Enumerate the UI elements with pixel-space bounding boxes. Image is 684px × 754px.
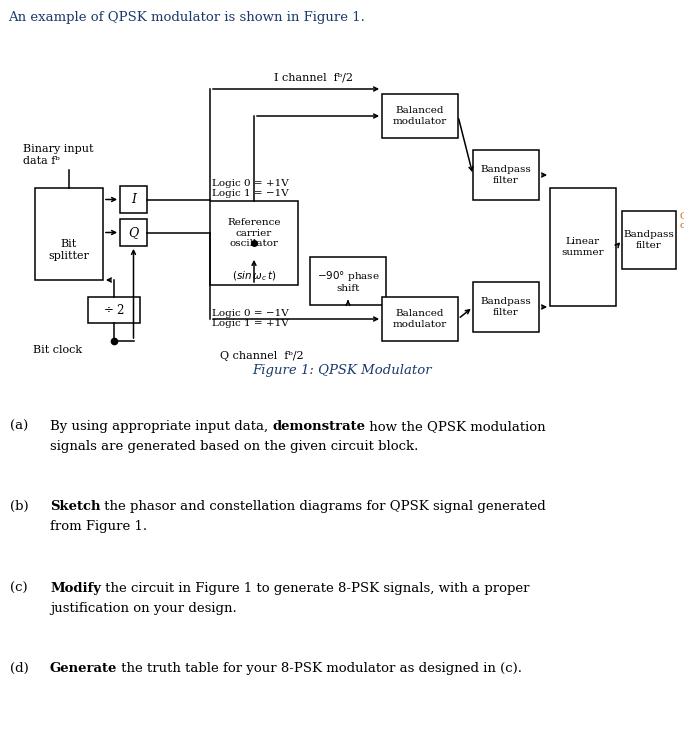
Text: demonstrate: demonstrate [272,420,365,433]
Text: $(sin\,\omega_c\,t)$: $(sin\,\omega_c\,t)$ [232,269,276,283]
Text: (c): (c) [10,582,27,595]
Text: (a): (a) [10,420,28,433]
Text: (b): (b) [10,500,29,513]
Text: Q channel  fᵇ/2: Q channel fᵇ/2 [220,351,304,361]
Text: Q: Q [129,226,139,239]
Text: Generate: Generate [50,662,118,675]
Text: Sketch: Sketch [50,500,101,513]
Text: from Figure 1.: from Figure 1. [50,520,147,533]
Text: An example of QPSK modulator is shown in Figure 1.: An example of QPSK modulator is shown in… [8,11,365,24]
Bar [473,150,539,200]
Text: $\div$ 2: $\div$ 2 [103,303,125,317]
Text: how the QPSK modulation: how the QPSK modulation [365,420,546,433]
Bar [473,282,539,332]
Text: QPSK
output: QPSK output [680,210,684,230]
Bar [382,94,458,138]
Text: Bandpass
filter: Bandpass filter [481,297,531,317]
Text: Logic 0 = −1V
Logic 1 = +1V: Logic 0 = −1V Logic 1 = +1V [212,309,289,329]
Text: Linear
summer: Linear summer [562,238,604,256]
Text: Figure 1: QPSK Modulator: Figure 1: QPSK Modulator [252,364,432,377]
Bar [210,201,298,285]
Text: Logic 0 = +1V
Logic 1 = −1V: Logic 0 = +1V Logic 1 = −1V [212,179,289,198]
Bar [120,186,147,213]
Text: I channel  fᵇ/2: I channel fᵇ/2 [274,72,353,82]
Bar [622,211,676,269]
Text: Bit
splitter: Bit splitter [49,239,90,261]
Text: signals are generated based on the given circuit block.: signals are generated based on the given… [50,440,419,453]
Text: Reference
carrier
oscillator: Reference carrier oscillator [227,218,280,248]
Bar [35,188,103,280]
Text: By using appropriate input data,: By using appropriate input data, [50,420,272,433]
Text: Modify: Modify [50,582,101,595]
Text: the circuit in Figure 1 to generate 8-PSK signals, with a proper: the circuit in Figure 1 to generate 8-PS… [101,582,529,595]
Text: Bandpass
filter: Bandpass filter [481,165,531,185]
Text: the phasor and constellation diagrams for QPSK signal generated: the phasor and constellation diagrams fo… [101,500,547,513]
Text: Bandpass
filter: Bandpass filter [624,230,674,250]
Text: the truth table for your 8-PSK modulator as designed in (c).: the truth table for your 8-PSK modulator… [118,662,523,675]
Text: Bit clock: Bit clock [33,345,82,355]
Bar [120,219,147,246]
Bar [310,257,386,305]
Text: Balanced
modulator: Balanced modulator [393,106,447,126]
Text: (d): (d) [10,662,29,675]
Bar [382,297,458,341]
Text: Binary input
data fᵇ: Binary input data fᵇ [23,145,94,166]
Bar [88,297,140,323]
Text: Balanced
modulator: Balanced modulator [393,309,447,329]
Text: $-90°$ phase
shift: $-90°$ phase shift [317,268,380,293]
Text: I: I [131,193,136,206]
Text: justification on your design.: justification on your design. [50,602,237,615]
Bar [550,188,616,306]
